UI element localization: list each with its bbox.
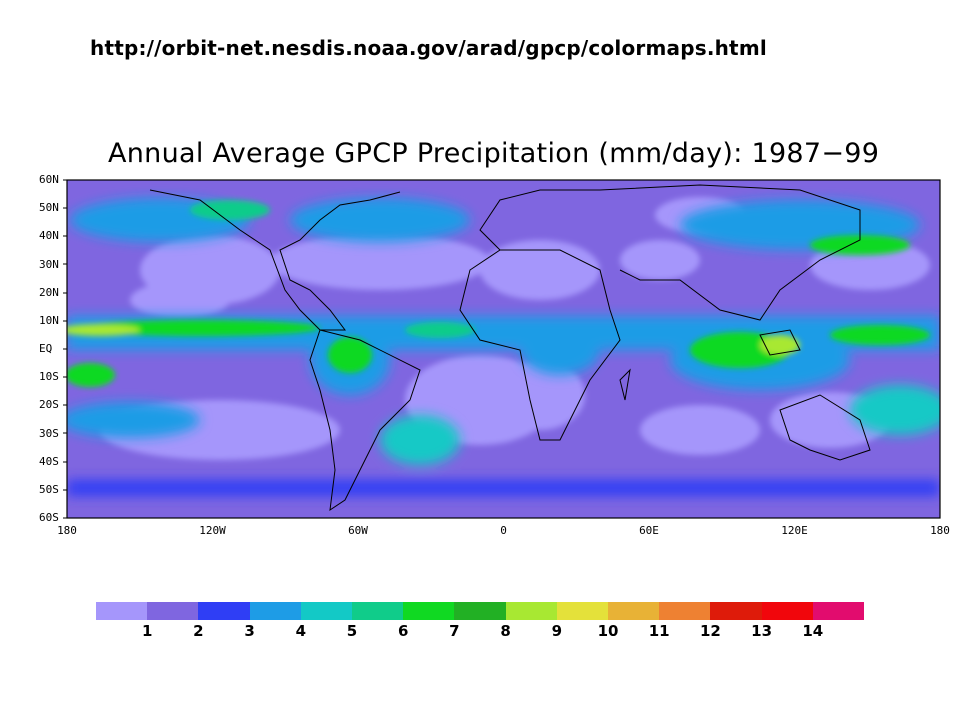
colorbar-swatch (403, 602, 455, 620)
precipitation-field (67, 180, 940, 518)
colorbar-label: 8 (500, 622, 511, 640)
colorbar-swatch (505, 602, 558, 620)
colorbar-swatch (454, 602, 507, 620)
lat-label: 60N (39, 173, 59, 186)
colorbar-label: 5 (346, 622, 358, 640)
colorbar-label: 4 (295, 622, 307, 640)
lat-label: 20N (39, 285, 59, 299)
madagascar-coast (619, 368, 631, 401)
lon-label: 180 (57, 524, 77, 537)
lat-label: 10S (39, 370, 59, 384)
wet-zones-heavy (67, 200, 930, 387)
colorbar-swatch (659, 602, 711, 620)
colorbar-label: 12 (699, 622, 721, 640)
lat-label: 40S (39, 454, 59, 468)
colorbar-swatch (249, 602, 302, 620)
map-title: Annual Average GPCP Precipitation (mm/da… (108, 138, 880, 169)
lat-label: 40N (39, 229, 59, 243)
source-url[interactable]: http://orbit-net.nesdis.noaa.gov/arad/gp… (90, 36, 767, 60)
colorbar-swatch (198, 602, 251, 620)
colorbar-swatch (710, 602, 763, 620)
borneo-coast (759, 329, 801, 356)
lat-label: 50S (39, 482, 59, 496)
colorbar-swatch (761, 602, 814, 620)
colorbar-swatch (608, 602, 660, 620)
colorbar-swatch (812, 602, 865, 620)
lat-label: 60S (39, 511, 59, 524)
colorbar-label: 9 (551, 622, 563, 640)
colorbar-label: 14 (802, 622, 824, 640)
lon-label: 180 (930, 524, 950, 537)
colorbar-label: 6 (397, 622, 409, 640)
lat-label: 20S (39, 398, 59, 412)
lat-label: 30S (39, 426, 59, 440)
colorbar-swatch (96, 602, 148, 620)
colorbar-swatch (147, 602, 199, 620)
south-america-coast (309, 329, 421, 512)
lon-label: 120W (199, 524, 226, 537)
colorbar-swatch (352, 602, 404, 620)
australia-coast (779, 394, 871, 461)
eurasia-coast (479, 184, 861, 321)
colorbar-label: 2 (193, 622, 204, 640)
colorbar-label: 7 (449, 622, 460, 640)
colorbar-swatch (300, 602, 353, 620)
coastlines (149, 184, 871, 512)
lat-label: EQ (39, 342, 53, 355)
lat-label: 50N (39, 201, 59, 215)
north-america-coast (149, 189, 401, 331)
lon-label: 60W (348, 524, 368, 537)
africa-coast (459, 249, 621, 441)
lat-label: 30N (39, 257, 59, 271)
axis-ticks (63, 179, 67, 519)
colorbar-label: 1 (141, 622, 153, 640)
colorbar-label: 13 (751, 622, 773, 640)
colorbar-label: 11 (648, 622, 670, 640)
colorbar-label: 3 (244, 622, 255, 640)
lon-label: 0 (500, 524, 507, 537)
colorbar-label: 10 (597, 622, 619, 640)
lon-label: 120E (781, 524, 808, 537)
lat-label: 10N (39, 313, 59, 327)
lon-label: 60E (639, 524, 659, 537)
colorbar-swatch (556, 602, 609, 620)
